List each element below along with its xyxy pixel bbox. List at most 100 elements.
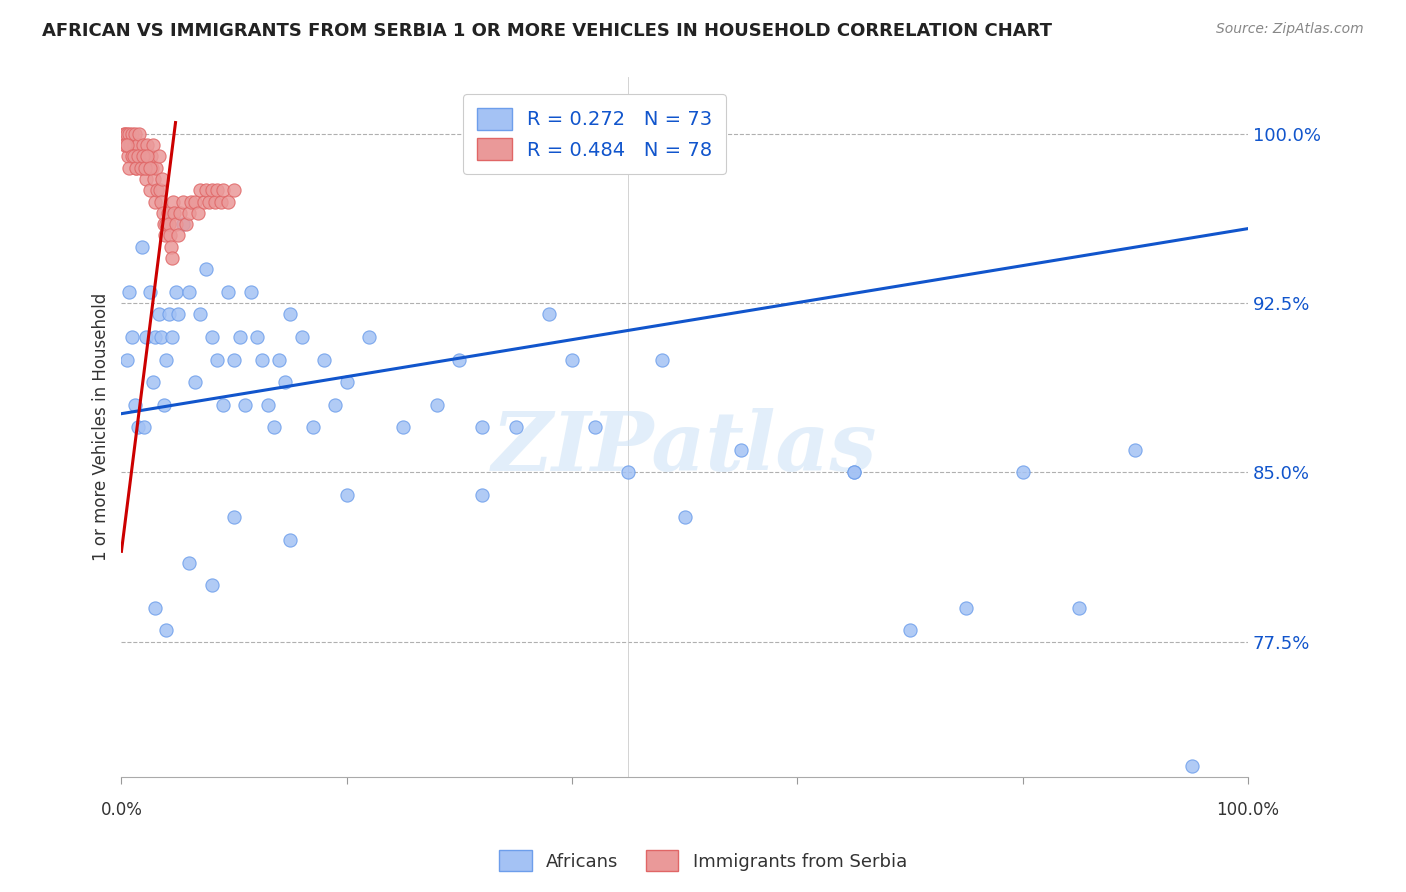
Point — [143, 330, 166, 344]
Point — [142, 375, 165, 389]
Point — [263, 420, 285, 434]
Point — [143, 194, 166, 209]
Point — [112, 127, 135, 141]
Point — [180, 194, 202, 209]
Point — [561, 352, 583, 367]
Point — [121, 149, 143, 163]
Point — [143, 600, 166, 615]
Point — [336, 375, 359, 389]
Point — [538, 307, 561, 321]
Point — [471, 420, 494, 434]
Point — [183, 375, 205, 389]
Text: 0.0%: 0.0% — [100, 802, 142, 820]
Point — [200, 330, 222, 344]
Point — [174, 217, 197, 231]
Point — [314, 352, 336, 367]
Point — [115, 127, 138, 141]
Point — [233, 398, 256, 412]
Point — [163, 206, 186, 220]
Point — [155, 228, 177, 243]
Point — [471, 488, 494, 502]
Point — [222, 510, 245, 524]
Point — [955, 600, 977, 615]
Point — [152, 206, 174, 220]
Point — [194, 183, 217, 197]
Point — [118, 161, 141, 175]
Point — [160, 240, 183, 254]
Point — [842, 466, 865, 480]
Point — [127, 420, 149, 434]
Text: 100.0%: 100.0% — [1216, 802, 1279, 820]
Point — [138, 285, 160, 299]
Point — [135, 330, 157, 344]
Point — [211, 183, 233, 197]
Point — [143, 172, 166, 186]
Point — [426, 398, 449, 412]
Point — [336, 488, 359, 502]
Point — [166, 307, 188, 321]
Point — [150, 172, 173, 186]
Point — [217, 194, 239, 209]
Point — [211, 398, 233, 412]
Legend: Africans, Immigrants from Serbia: Africans, Immigrants from Serbia — [492, 843, 914, 879]
Point — [188, 307, 211, 321]
Point — [149, 330, 172, 344]
Point — [121, 330, 143, 344]
Point — [194, 262, 217, 277]
Point — [129, 161, 152, 175]
Point — [162, 194, 184, 209]
Point — [115, 138, 138, 153]
Point — [169, 206, 191, 220]
Point — [127, 149, 149, 163]
Point — [198, 194, 221, 209]
Point — [269, 352, 291, 367]
Point — [134, 149, 156, 163]
Point — [274, 375, 297, 389]
Legend: R = 0.272   N = 73, R = 0.484   N = 78: R = 0.272 N = 73, R = 0.484 N = 78 — [463, 95, 725, 174]
Point — [252, 352, 274, 367]
Text: ZIPatlas: ZIPatlas — [492, 409, 877, 488]
Point — [132, 149, 155, 163]
Point — [139, 149, 162, 163]
Point — [205, 352, 228, 367]
Point — [125, 161, 148, 175]
Point — [146, 183, 169, 197]
Point — [132, 161, 155, 175]
Point — [898, 624, 921, 638]
Point — [188, 183, 211, 197]
Point — [122, 149, 145, 163]
Point — [153, 217, 176, 231]
Point — [392, 420, 415, 434]
Point — [120, 138, 142, 153]
Point — [115, 138, 138, 153]
Point — [136, 149, 159, 163]
Point — [200, 578, 222, 592]
Point — [165, 217, 187, 231]
Point — [159, 228, 181, 243]
Point — [730, 442, 752, 457]
Point — [136, 138, 159, 153]
Point — [246, 330, 269, 344]
Point — [124, 127, 146, 141]
Point — [842, 466, 865, 480]
Point — [193, 194, 215, 209]
Point — [160, 251, 183, 265]
Y-axis label: 1 or more Vehicles in Household: 1 or more Vehicles in Household — [93, 293, 110, 561]
Point — [651, 352, 673, 367]
Point — [155, 352, 177, 367]
Point — [138, 161, 160, 175]
Point — [122, 138, 145, 153]
Point — [183, 194, 205, 209]
Point — [148, 307, 170, 321]
Point — [1067, 600, 1090, 615]
Point — [204, 194, 226, 209]
Point — [148, 149, 170, 163]
Point — [127, 138, 149, 153]
Point — [156, 206, 179, 220]
Point — [135, 172, 157, 186]
Point — [145, 161, 167, 175]
Point — [673, 510, 696, 524]
Point — [217, 285, 239, 299]
Point — [149, 194, 172, 209]
Point — [155, 217, 177, 231]
